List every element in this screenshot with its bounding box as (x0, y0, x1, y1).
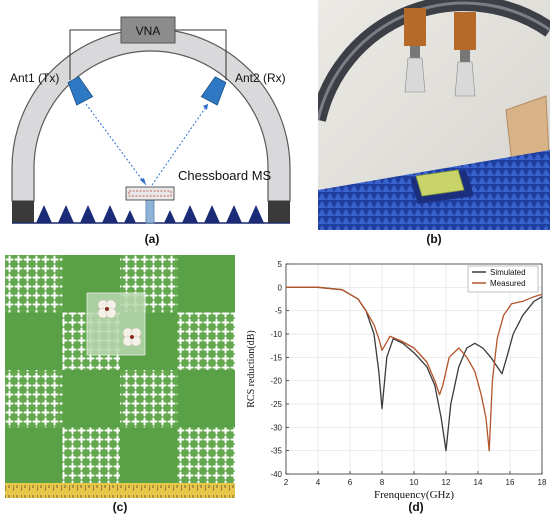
tick-layer: 2 4 6 8 10 12 14 16 18 5 0 -5 -10 -15 -20 -25 -30 -35 -40 (270, 260, 547, 487)
y-axis-label: RCS reduction(dB) (246, 330, 257, 408)
legend-box (467, 265, 539, 293)
series-line-simulated (286, 286, 543, 452)
caption-a: (a) (144, 232, 160, 246)
plain-tile (5, 312, 63, 370)
x-tick-label: 12 (442, 478, 451, 487)
y-tick-label: -5 (275, 307, 283, 316)
ms-dashed-outline (128, 190, 172, 197)
unit-cell-zoom-1 (97, 299, 117, 319)
patterned-tile (177, 312, 235, 370)
series-line-measured (286, 286, 543, 452)
x-tick-label: 8 (380, 478, 385, 487)
y-tick-label: -40 (270, 470, 282, 479)
ant2-label: Ant2 (Rx) (235, 71, 286, 85)
arch-foot-right (268, 201, 290, 223)
arch-frame (11, 28, 291, 202)
x-axis-label: Frenquency(GHz) (374, 489, 454, 500)
metasurface-photo (5, 255, 235, 498)
cable-tx (69, 29, 121, 80)
sample-board (415, 169, 465, 197)
chessboard-tiles (5, 255, 235, 485)
antenna-mount-left (404, 8, 426, 93)
schematic-svg: VNA Ant1 (Tx) Ant2 (Rx) Chessboard MS (10, 16, 291, 224)
unit-cell-zoom-2 (122, 327, 142, 347)
caption-b: (b) (426, 232, 442, 246)
plain-tile (120, 427, 178, 485)
y-tick-label: -35 (270, 447, 282, 456)
antenna-mount-right (454, 12, 476, 97)
ms-label: Chessboard MS (178, 168, 272, 183)
x-tick-label: 2 (284, 478, 289, 487)
y-tick-label: 0 (278, 283, 283, 292)
unit-cell-center-2 (130, 335, 134, 339)
legend-entry: Measured (490, 279, 526, 288)
cable-rx (175, 29, 227, 80)
legend-entry: Simulated (490, 268, 526, 277)
x-tick-label: 4 (316, 478, 321, 487)
patterned-tile (177, 427, 235, 485)
y-tick-label: 5 (278, 260, 283, 269)
y-tick-label: -30 (270, 423, 282, 432)
vna-box (120, 16, 176, 44)
x-tick-label: 18 (538, 478, 547, 487)
y-tick-label: -25 (270, 400, 282, 409)
series-layer (286, 286, 543, 452)
patterned-tile (62, 427, 120, 485)
incident-arrowhead (140, 178, 146, 185)
plain-tile (177, 370, 235, 428)
rx-antenna (200, 76, 227, 106)
incident-ray (85, 103, 147, 186)
caption-d: (d) (408, 500, 424, 514)
panel-a-schematic: VNA Ant1 (Tx) Ant2 (Rx) Chessboard MS (0, 0, 295, 230)
y-tick-label: -20 (270, 377, 282, 386)
y-tick-label: -15 (270, 353, 282, 362)
y-tick-label: -10 (270, 330, 282, 339)
arch-foot-left (12, 201, 34, 223)
setup-photo (318, 0, 550, 230)
x-tick-label: 14 (474, 478, 483, 487)
vna-label: VNA (136, 24, 161, 38)
chessboard-ms (125, 186, 175, 201)
plain-tile (62, 370, 120, 428)
pedestal (145, 199, 155, 224)
ruler (5, 483, 235, 498)
patterned-tile (5, 255, 63, 313)
panel-d-chart: 2 4 6 8 10 12 14 16 18 5 0 -5 -10 -15 -20 -25 -30 -35 -40 … (240, 252, 550, 501)
legend: Simulated Measured (467, 265, 539, 293)
tx-antenna (67, 76, 94, 106)
x-tick-label: 10 (410, 478, 419, 487)
rcs-chart: 2 4 6 8 10 12 14 16 1850-5-10-15-20-25-30-35-40 … (246, 260, 547, 501)
reflected-ray (151, 103, 209, 186)
unit-cell-center-1 (105, 307, 109, 311)
x-tick-label: 6 (348, 478, 353, 487)
plain-tile (177, 255, 235, 313)
ant1-label: Ant1 (Tx) (10, 71, 59, 85)
patterned-tile (5, 370, 63, 428)
patterned-tile (120, 370, 178, 428)
x-tick-label: 16 (506, 478, 515, 487)
absorber-cones (36, 205, 264, 223)
panel-b-photo (318, 0, 550, 230)
caption-c: (c) (112, 500, 128, 514)
plain-tile (5, 427, 63, 485)
reflected-arrowhead (203, 104, 208, 110)
panel-c-photo (5, 255, 235, 498)
